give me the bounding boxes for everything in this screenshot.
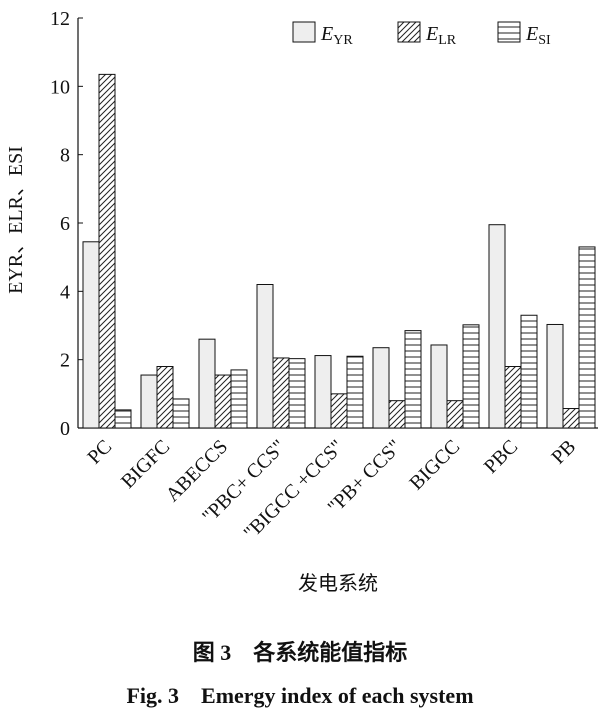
- bar: [198, 338, 216, 429]
- bar: [156, 366, 174, 429]
- y-tick-label: 0: [60, 418, 70, 440]
- caption-cn: 图 3 各系统能值指标: [193, 640, 408, 665]
- bar: [314, 355, 332, 429]
- bar: [256, 284, 274, 429]
- bar: [578, 246, 596, 429]
- legend-label: ELR: [425, 23, 457, 48]
- y-tick-label: 12: [50, 8, 70, 30]
- y-tick-label: 4: [60, 281, 70, 303]
- legend-label: ESI: [525, 23, 551, 48]
- bar: [462, 324, 480, 429]
- bar: [546, 323, 564, 429]
- bar: [98, 73, 116, 429]
- bar: [388, 400, 406, 429]
- y-axis-label: EYR、ELR、ESI: [5, 146, 27, 294]
- bar: [346, 355, 364, 429]
- y-tick-label: 2: [60, 350, 70, 372]
- bar: [330, 393, 348, 429]
- x-tick-label: BIGFC: [117, 436, 174, 493]
- legend-swatch: [497, 21, 521, 43]
- bar: [214, 374, 232, 429]
- caption-en: Fig. 3 Emergy index of each system: [126, 683, 473, 708]
- bar: [140, 374, 158, 429]
- bar: [446, 400, 464, 429]
- legend-swatch: [397, 21, 421, 43]
- legend-label: EYR: [320, 23, 353, 48]
- x-tick-label: PB: [547, 436, 580, 469]
- x-tick-label: BIGCC: [405, 436, 464, 495]
- x-axis-label: 发电系统: [298, 572, 378, 595]
- x-tick-label: PC: [83, 436, 116, 469]
- bar: [114, 409, 132, 429]
- bar: [230, 369, 248, 429]
- bar: [562, 408, 580, 429]
- bar: [430, 344, 448, 429]
- bar: [520, 314, 538, 429]
- bar: [82, 241, 100, 429]
- y-tick-label: 6: [60, 213, 70, 235]
- y-tick-label: 10: [50, 76, 70, 98]
- bar: [488, 224, 506, 429]
- bar: [404, 330, 422, 429]
- bar: [172, 398, 190, 429]
- bar: [504, 366, 522, 429]
- x-tick-label: "BIGCC +CCS": [240, 436, 349, 545]
- x-tick-label: PBC: [480, 436, 522, 478]
- legend-swatch: [292, 21, 316, 43]
- y-tick-label: 8: [60, 145, 70, 167]
- bar: [372, 347, 390, 429]
- bar: [288, 358, 306, 429]
- bar: [272, 357, 290, 429]
